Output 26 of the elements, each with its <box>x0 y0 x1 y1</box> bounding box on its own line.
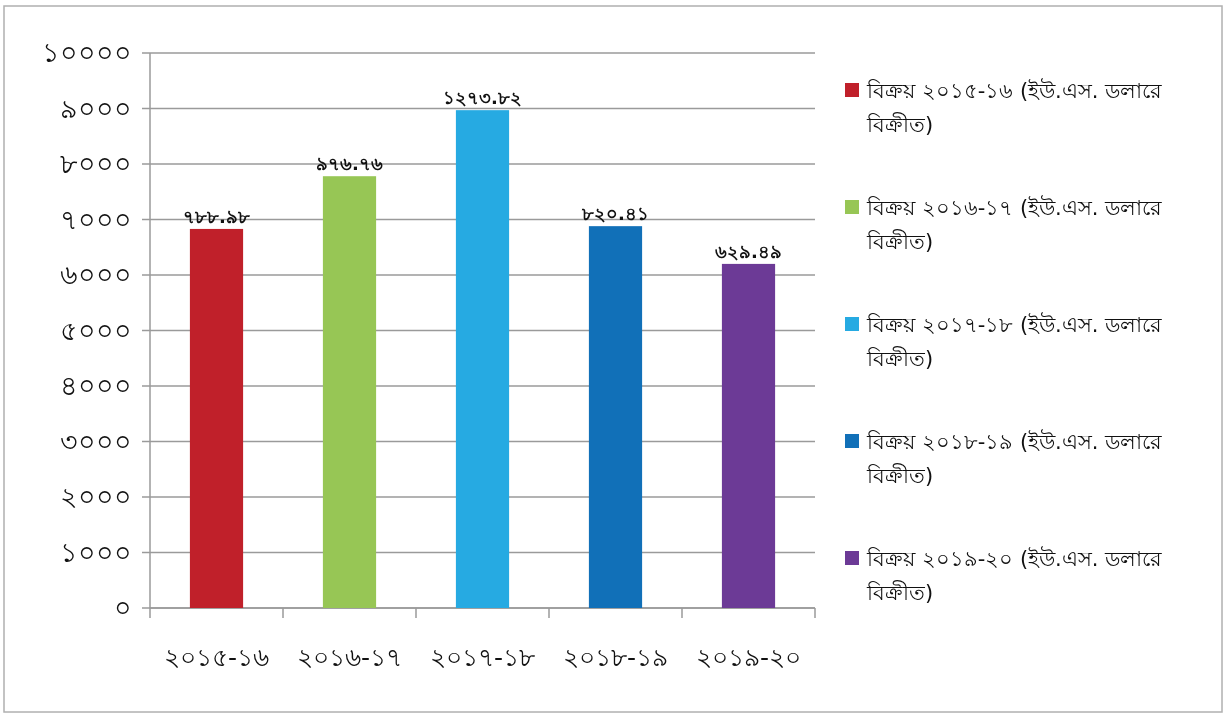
y-tick-label: ৬০০০ <box>60 259 132 290</box>
y-tick-label: ৯০০০ <box>60 92 132 124</box>
legend-label: বিক্রয় ২০১৯-২০ (ইউ.এস. ডলারে বিক্রীত) <box>866 546 1163 605</box>
annotation: ১২৭৩.৮২ <box>443 87 522 109</box>
y-tick-label: ২০০০ <box>60 481 132 512</box>
y-tick-label: ৪০০০ <box>60 370 132 401</box>
y-tick-label: ৮০০০ <box>60 148 132 179</box>
y-tick-label: ৭০০০ <box>60 203 132 235</box>
annotation: ৭৮৮.৯৮ <box>183 205 250 227</box>
x-tick-label: ২০১৮-১৯ <box>562 643 669 672</box>
legend-label: বিক্রয় ২০১৫-১৬ (ইউ.এস. ডলারে বিক্রীত) <box>866 78 1163 137</box>
x-tick-label: ২০১৬-১৭ <box>296 643 403 672</box>
annotation: ৮২০.৪১ <box>581 203 649 225</box>
annotation: ৯৭৬.৭৬ <box>316 153 383 175</box>
y-tick-label: ৫০০০ <box>60 314 132 346</box>
y-tick-label: ১০০০ <box>60 536 132 568</box>
y-tick-label: ৩০০০ <box>60 425 132 457</box>
x-tick-label: ২০১৭-১৮ <box>429 643 536 672</box>
annotation: ৬২৯.৪৯ <box>715 240 782 262</box>
legend-label: বিক্রয় ২০১৮-১৯ (ইউ.এস. ডলারে বিক্রীত) <box>866 429 1163 488</box>
x-tick-label: ২০১৯-২০ <box>695 643 802 672</box>
legend-label: বিক্রয় ২০১৭-১৮ (ইউ.এস. ডলারে বিক্রীত) <box>866 312 1163 371</box>
x-tick-label: ২০১৫-১৬ <box>163 643 270 672</box>
y-tick-label: ১০০০০ <box>42 37 132 68</box>
legend-label: বিক্রয় ২০১৬-১৭ (ইউ.এস. ডলারে বিক্রীত) <box>866 195 1163 254</box>
y-tick-label: ০ <box>114 592 132 623</box>
